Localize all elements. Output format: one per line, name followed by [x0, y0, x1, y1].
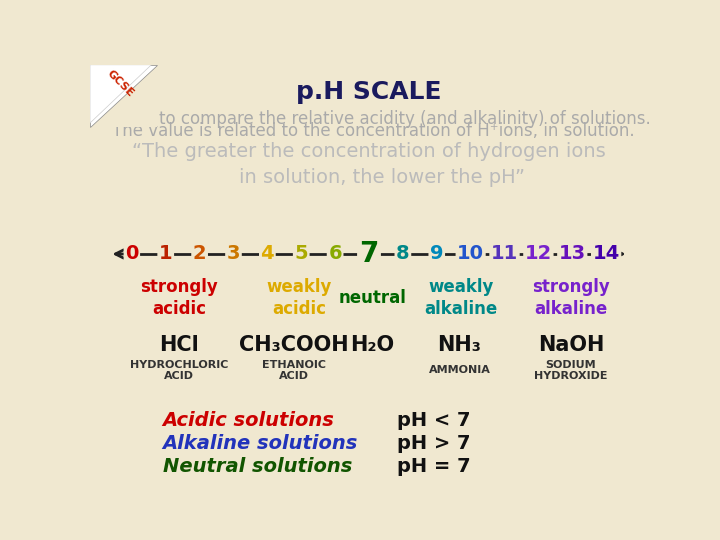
Text: ETHANOIC
ACID: ETHANOIC ACID — [261, 360, 325, 381]
Text: 12: 12 — [525, 245, 552, 264]
Text: strongly
acidic: strongly acidic — [140, 278, 218, 318]
Polygon shape — [90, 65, 151, 123]
Text: SODIUM
HYDROXIDE: SODIUM HYDROXIDE — [534, 360, 608, 381]
Text: Neutral solutions: Neutral solutions — [163, 456, 352, 476]
Text: CH₃COOH: CH₃COOH — [239, 335, 348, 355]
Text: 3: 3 — [227, 245, 240, 264]
Text: 10: 10 — [457, 245, 484, 264]
Text: pH > 7: pH > 7 — [397, 434, 470, 453]
Text: 13: 13 — [559, 245, 586, 264]
Text: The value is related to the concentration of H⁺ions, in solution.: The value is related to the concentratio… — [112, 123, 635, 140]
Text: weakly
acidic: weakly acidic — [266, 278, 332, 318]
Text: pH < 7: pH < 7 — [397, 411, 470, 430]
Text: 14: 14 — [593, 245, 620, 264]
Text: neutral: neutral — [338, 289, 406, 307]
Text: 5: 5 — [294, 245, 308, 264]
Text: 0: 0 — [125, 245, 138, 264]
Text: 6: 6 — [328, 245, 342, 264]
Text: 11: 11 — [491, 245, 518, 264]
Text: Alkaline solutions: Alkaline solutions — [163, 434, 358, 453]
Text: HYDROCHLORIC
ACID: HYDROCHLORIC ACID — [130, 360, 228, 381]
Text: 9: 9 — [430, 245, 444, 264]
Text: p.H SCALE: p.H SCALE — [296, 80, 442, 104]
Text: pH = 7: pH = 7 — [397, 456, 471, 476]
Text: NaOH: NaOH — [538, 335, 604, 355]
Polygon shape — [90, 65, 157, 127]
Text: strongly
alkaline: strongly alkaline — [532, 278, 610, 318]
Text: H₂O: H₂O — [351, 335, 395, 355]
Text: Acidic solutions: Acidic solutions — [163, 411, 334, 430]
Text: GCSE: GCSE — [105, 68, 136, 99]
Text: “The greater the concentration of hydrogen ions
    in solution, the lower the p: “The greater the concentration of hydrog… — [132, 142, 606, 187]
Text: 8: 8 — [396, 245, 410, 264]
Text: NH₃: NH₃ — [438, 335, 482, 355]
Text: 2: 2 — [193, 245, 207, 264]
Text: 7: 7 — [359, 240, 379, 268]
Text: Used to compare the relative acidity (and alkalinity) of solutions.: Used to compare the relative acidity (an… — [112, 110, 651, 128]
Text: 4: 4 — [261, 245, 274, 264]
Text: 1: 1 — [159, 245, 173, 264]
Text: AMMONIA: AMMONIA — [428, 366, 490, 375]
Text: weakly
alkaline: weakly alkaline — [425, 278, 498, 318]
Polygon shape — [90, 65, 157, 127]
Text: HCl: HCl — [159, 335, 199, 355]
